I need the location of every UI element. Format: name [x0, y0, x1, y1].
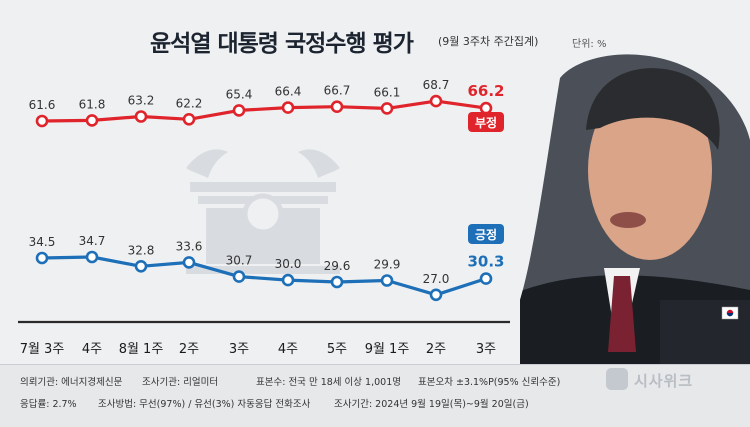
positive-point — [429, 288, 443, 302]
negative-point — [35, 114, 49, 128]
negative-point — [330, 100, 344, 113]
footer-method: 조사방법: 무선(97%) / 유선(3%) 자동응답 전화조사 — [98, 399, 311, 410]
negative-data-label: 66.4 — [275, 85, 302, 99]
negative-data-label: 66.7 — [324, 84, 351, 98]
positive-data-label: 34.7 — [79, 234, 106, 248]
korean-flag-pin-icon — [721, 306, 739, 320]
positive-series-line — [41, 255, 487, 297]
negative-data-label: 66.2 — [467, 82, 504, 100]
negative-data-label: 68.7 — [423, 78, 450, 92]
footer-agency: 조사기관: 리얼미터 — [142, 377, 219, 388]
positive-point — [380, 274, 394, 287]
x-tick-label: 7월 3주 — [20, 342, 65, 357]
positive-data-label: 29.9 — [374, 258, 401, 272]
positive-data-label: 27.0 — [423, 272, 450, 286]
x-tick-label: 3주 — [229, 342, 249, 357]
footer-client: 의뢰기관: 에너지경제신문 — [20, 377, 123, 388]
positive-data-label: 29.6 — [324, 259, 351, 273]
x-tick-label: 9월 1주 — [365, 342, 410, 357]
negative-series-line — [41, 99, 487, 123]
positive-point — [479, 272, 493, 285]
unit-label: 단위: % — [572, 39, 607, 50]
negative-data-label: 66.1 — [374, 85, 401, 99]
brand-name: 시사위크 — [634, 372, 694, 390]
negative-point — [85, 114, 99, 127]
negative-legend-label: 부정 — [475, 115, 497, 130]
positive-data-label: 30.7 — [226, 254, 253, 268]
positive-point — [182, 256, 196, 269]
footer-period: 조사기간: 2024년 9월 19일(목)~9월 20일(금) — [334, 399, 529, 410]
positive-point — [281, 273, 295, 287]
positive-point — [35, 251, 49, 265]
negative-data-label: 61.6 — [29, 98, 56, 112]
negative-point — [380, 102, 394, 115]
footer-margin: 표본오차 ±3.1%P(95% 신뢰수준) — [418, 377, 561, 388]
positive-data-label: 30.0 — [275, 257, 302, 271]
positive-point — [85, 250, 99, 264]
chart-title: 윤석열 대통령 국정수행 평가 — [150, 31, 414, 57]
chart-subtitle: (9월 3주차 주간집계) — [438, 35, 539, 48]
x-tick-label: 4주 — [278, 342, 298, 357]
negative-point — [134, 110, 148, 123]
negative-data-label: 65.4 — [226, 87, 253, 101]
negative-data-label: 61.8 — [79, 97, 106, 111]
emblem-watermark-icon — [186, 149, 340, 274]
footer-response-rate: 응답률: 2.7% — [20, 399, 77, 410]
negative-data-label: 63.2 — [128, 94, 155, 108]
x-tick-label: 3주 — [476, 342, 496, 357]
x-tick-label: 5주 — [327, 342, 347, 357]
negative-point — [232, 104, 246, 117]
negative-point — [429, 94, 443, 108]
president-photo — [520, 54, 750, 365]
x-tick-label: 2주 — [179, 342, 199, 357]
positive-legend-label: 긍정 — [475, 227, 497, 242]
positive-point — [232, 270, 246, 283]
x-tick-label: 8월 1주 — [119, 342, 164, 357]
negative-data-label: 62.2 — [176, 96, 203, 110]
x-tick-label: 2주 — [426, 342, 446, 357]
x-tick-label: 4주 — [82, 342, 102, 357]
negative-legend-box — [468, 112, 504, 132]
positive-legend-box — [468, 224, 504, 244]
positive-data-label: 34.5 — [29, 235, 56, 249]
positive-point — [330, 275, 344, 289]
footer-sample: 표본수: 전국 만 18세 이상 1,001명 — [256, 377, 401, 388]
positive-data-label: 33.6 — [176, 239, 203, 253]
negative-point — [281, 101, 295, 114]
positive-point — [134, 259, 148, 273]
positive-data-label: 30.3 — [467, 253, 504, 271]
negative-point — [479, 101, 493, 115]
negative-point — [182, 113, 196, 126]
positive-data-label: 32.8 — [128, 243, 155, 257]
sisaweek-logo-icon — [606, 368, 628, 390]
